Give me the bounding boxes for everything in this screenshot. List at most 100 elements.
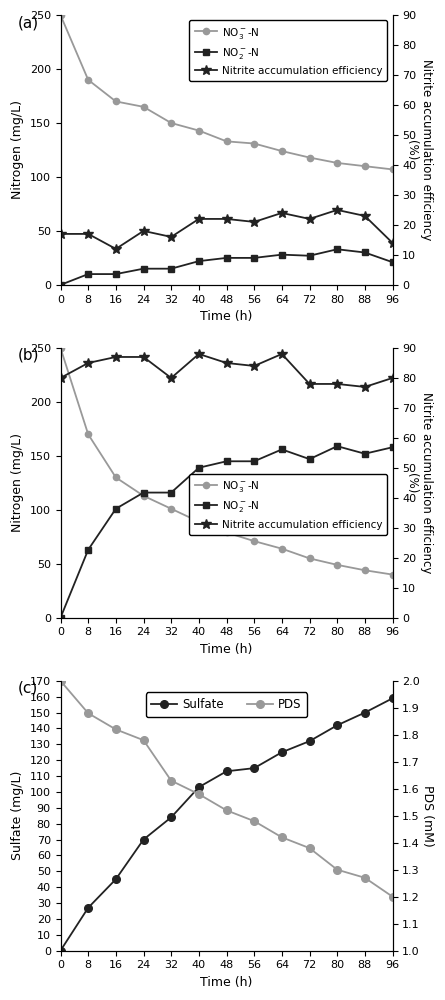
X-axis label: Time (h): Time (h) — [200, 643, 253, 656]
Nitrite accumulation efficiency — [141, 351, 146, 363]
PDS — [224, 804, 229, 816]
NO$_3^-$-N — [224, 526, 229, 538]
PDS — [335, 864, 340, 876]
NO$_2^-$-N — [113, 503, 118, 515]
NO$_3^-$-N — [279, 145, 284, 157]
NO$_3^-$-N — [196, 516, 202, 528]
NO$_3^-$-N — [196, 125, 202, 137]
Nitrite accumulation efficiency — [307, 213, 312, 225]
Nitrite accumulation efficiency — [251, 216, 257, 228]
Legend: NO$_3^-$-N, NO$_2^-$-N, Nitrite accumulation efficiency: NO$_3^-$-N, NO$_2^-$-N, Nitrite accumula… — [189, 474, 387, 535]
NO$_2^-$-N — [390, 441, 395, 453]
NO$_3^-$-N — [85, 428, 91, 440]
NO$_3^-$-N — [307, 152, 312, 164]
Sulfate — [196, 781, 202, 793]
NO$_3^-$-N — [390, 569, 395, 581]
NO$_3^-$-N — [169, 503, 174, 515]
NO$_2^-$-N — [251, 455, 257, 467]
Nitrite accumulation efficiency — [390, 372, 395, 384]
Nitrite accumulation efficiency — [169, 231, 174, 243]
X-axis label: Time (h): Time (h) — [200, 976, 253, 989]
NO$_2^-$-N — [224, 455, 229, 467]
Sulfate — [362, 707, 368, 719]
NO$_2^-$-N — [307, 453, 312, 465]
PDS — [58, 675, 63, 687]
NO$_2^-$-N — [169, 487, 174, 499]
NO$_2^-$-N — [196, 462, 202, 474]
NO$_2^-$-N — [307, 250, 312, 262]
NO$_3^-$-N — [251, 138, 257, 150]
Text: (b): (b) — [17, 348, 39, 363]
Nitrite accumulation efficiency — [113, 243, 118, 255]
NO$_2^-$-N — [335, 243, 340, 255]
Sulfate — [169, 811, 174, 823]
Nitrite accumulation efficiency — [141, 225, 146, 237]
Sulfate — [224, 765, 229, 777]
PDS — [196, 788, 202, 800]
Sulfate — [307, 735, 312, 747]
Sulfate — [335, 719, 340, 731]
NO$_2^-$-N — [169, 263, 174, 275]
Y-axis label: Nitrogen (mg/L): Nitrogen (mg/L) — [11, 433, 24, 532]
Line: NO$_3^-$-N: NO$_3^-$-N — [57, 12, 396, 173]
PDS — [113, 723, 118, 735]
NO$_2^-$-N — [113, 268, 118, 280]
NO$_3^-$-N — [141, 101, 146, 113]
NO$_3^-$-N — [113, 471, 118, 483]
Nitrite accumulation efficiency — [390, 237, 395, 249]
Nitrite accumulation efficiency — [169, 372, 174, 384]
NO$_2^-$-N — [335, 440, 340, 452]
Sulfate — [85, 902, 91, 914]
Text: (c): (c) — [17, 681, 37, 696]
NO$_3^-$-N — [58, 342, 63, 354]
Line: NO$_2^-$-N: NO$_2^-$-N — [57, 246, 396, 288]
Nitrite accumulation efficiency — [224, 357, 229, 369]
Nitrite accumulation efficiency — [362, 381, 368, 393]
NO$_3^-$-N — [362, 160, 368, 172]
PDS — [279, 831, 284, 843]
Sulfate — [279, 746, 284, 758]
Y-axis label: PDS (mM): PDS (mM) — [421, 785, 434, 847]
NO$_2^-$-N — [85, 544, 91, 556]
PDS — [390, 891, 395, 903]
Nitrite accumulation efficiency — [307, 378, 312, 390]
NO$_3^-$-N — [390, 163, 395, 175]
NO$_2^-$-N — [279, 443, 284, 455]
NO$_3^-$-N — [169, 117, 174, 129]
NO$_2^-$-N — [251, 252, 257, 264]
Nitrite accumulation efficiency — [196, 348, 202, 360]
Y-axis label: Nitrite accumulation efficiency
(%): Nitrite accumulation efficiency (%) — [405, 59, 433, 241]
NO$_2^-$-N — [390, 256, 395, 268]
Nitrite accumulation efficiency — [196, 213, 202, 225]
Y-axis label: Nitrite accumulation efficiency
(%): Nitrite accumulation efficiency (%) — [405, 392, 433, 574]
Nitrite accumulation efficiency — [335, 378, 340, 390]
X-axis label: Time (h): Time (h) — [200, 310, 253, 323]
NO$_2^-$-N — [85, 268, 91, 280]
Sulfate — [58, 945, 63, 957]
NO$_3^-$-N — [85, 74, 91, 86]
Legend: Sulfate, PDS: Sulfate, PDS — [146, 692, 307, 717]
NO$_3^-$-N — [279, 543, 284, 555]
Nitrite accumulation efficiency — [224, 213, 229, 225]
Legend: NO$_3^-$-N, NO$_2^-$-N, Nitrite accumulation efficiency: NO$_3^-$-N, NO$_2^-$-N, Nitrite accumula… — [189, 20, 387, 81]
Y-axis label: Sulfate (mg/L): Sulfate (mg/L) — [11, 771, 24, 860]
NO$_2^-$-N — [362, 246, 368, 258]
Nitrite accumulation efficiency — [85, 228, 91, 240]
NO$_3^-$-N — [251, 535, 257, 547]
NO$_3^-$-N — [362, 564, 368, 576]
NO$_3^-$-N — [307, 552, 312, 564]
Nitrite accumulation efficiency — [85, 357, 91, 369]
PDS — [141, 734, 146, 746]
NO$_2^-$-N — [58, 279, 63, 291]
NO$_2^-$-N — [58, 612, 63, 624]
NO$_2^-$-N — [196, 255, 202, 267]
Nitrite accumulation efficiency — [58, 228, 63, 240]
PDS — [85, 707, 91, 719]
NO$_3^-$-N — [335, 157, 340, 169]
NO$_3^-$-N — [113, 95, 118, 107]
Line: PDS: PDS — [57, 677, 396, 900]
Sulfate — [251, 762, 257, 774]
Nitrite accumulation efficiency — [58, 372, 63, 384]
Line: NO$_3^-$-N: NO$_3^-$-N — [57, 345, 396, 578]
NO$_2^-$-N — [279, 249, 284, 261]
